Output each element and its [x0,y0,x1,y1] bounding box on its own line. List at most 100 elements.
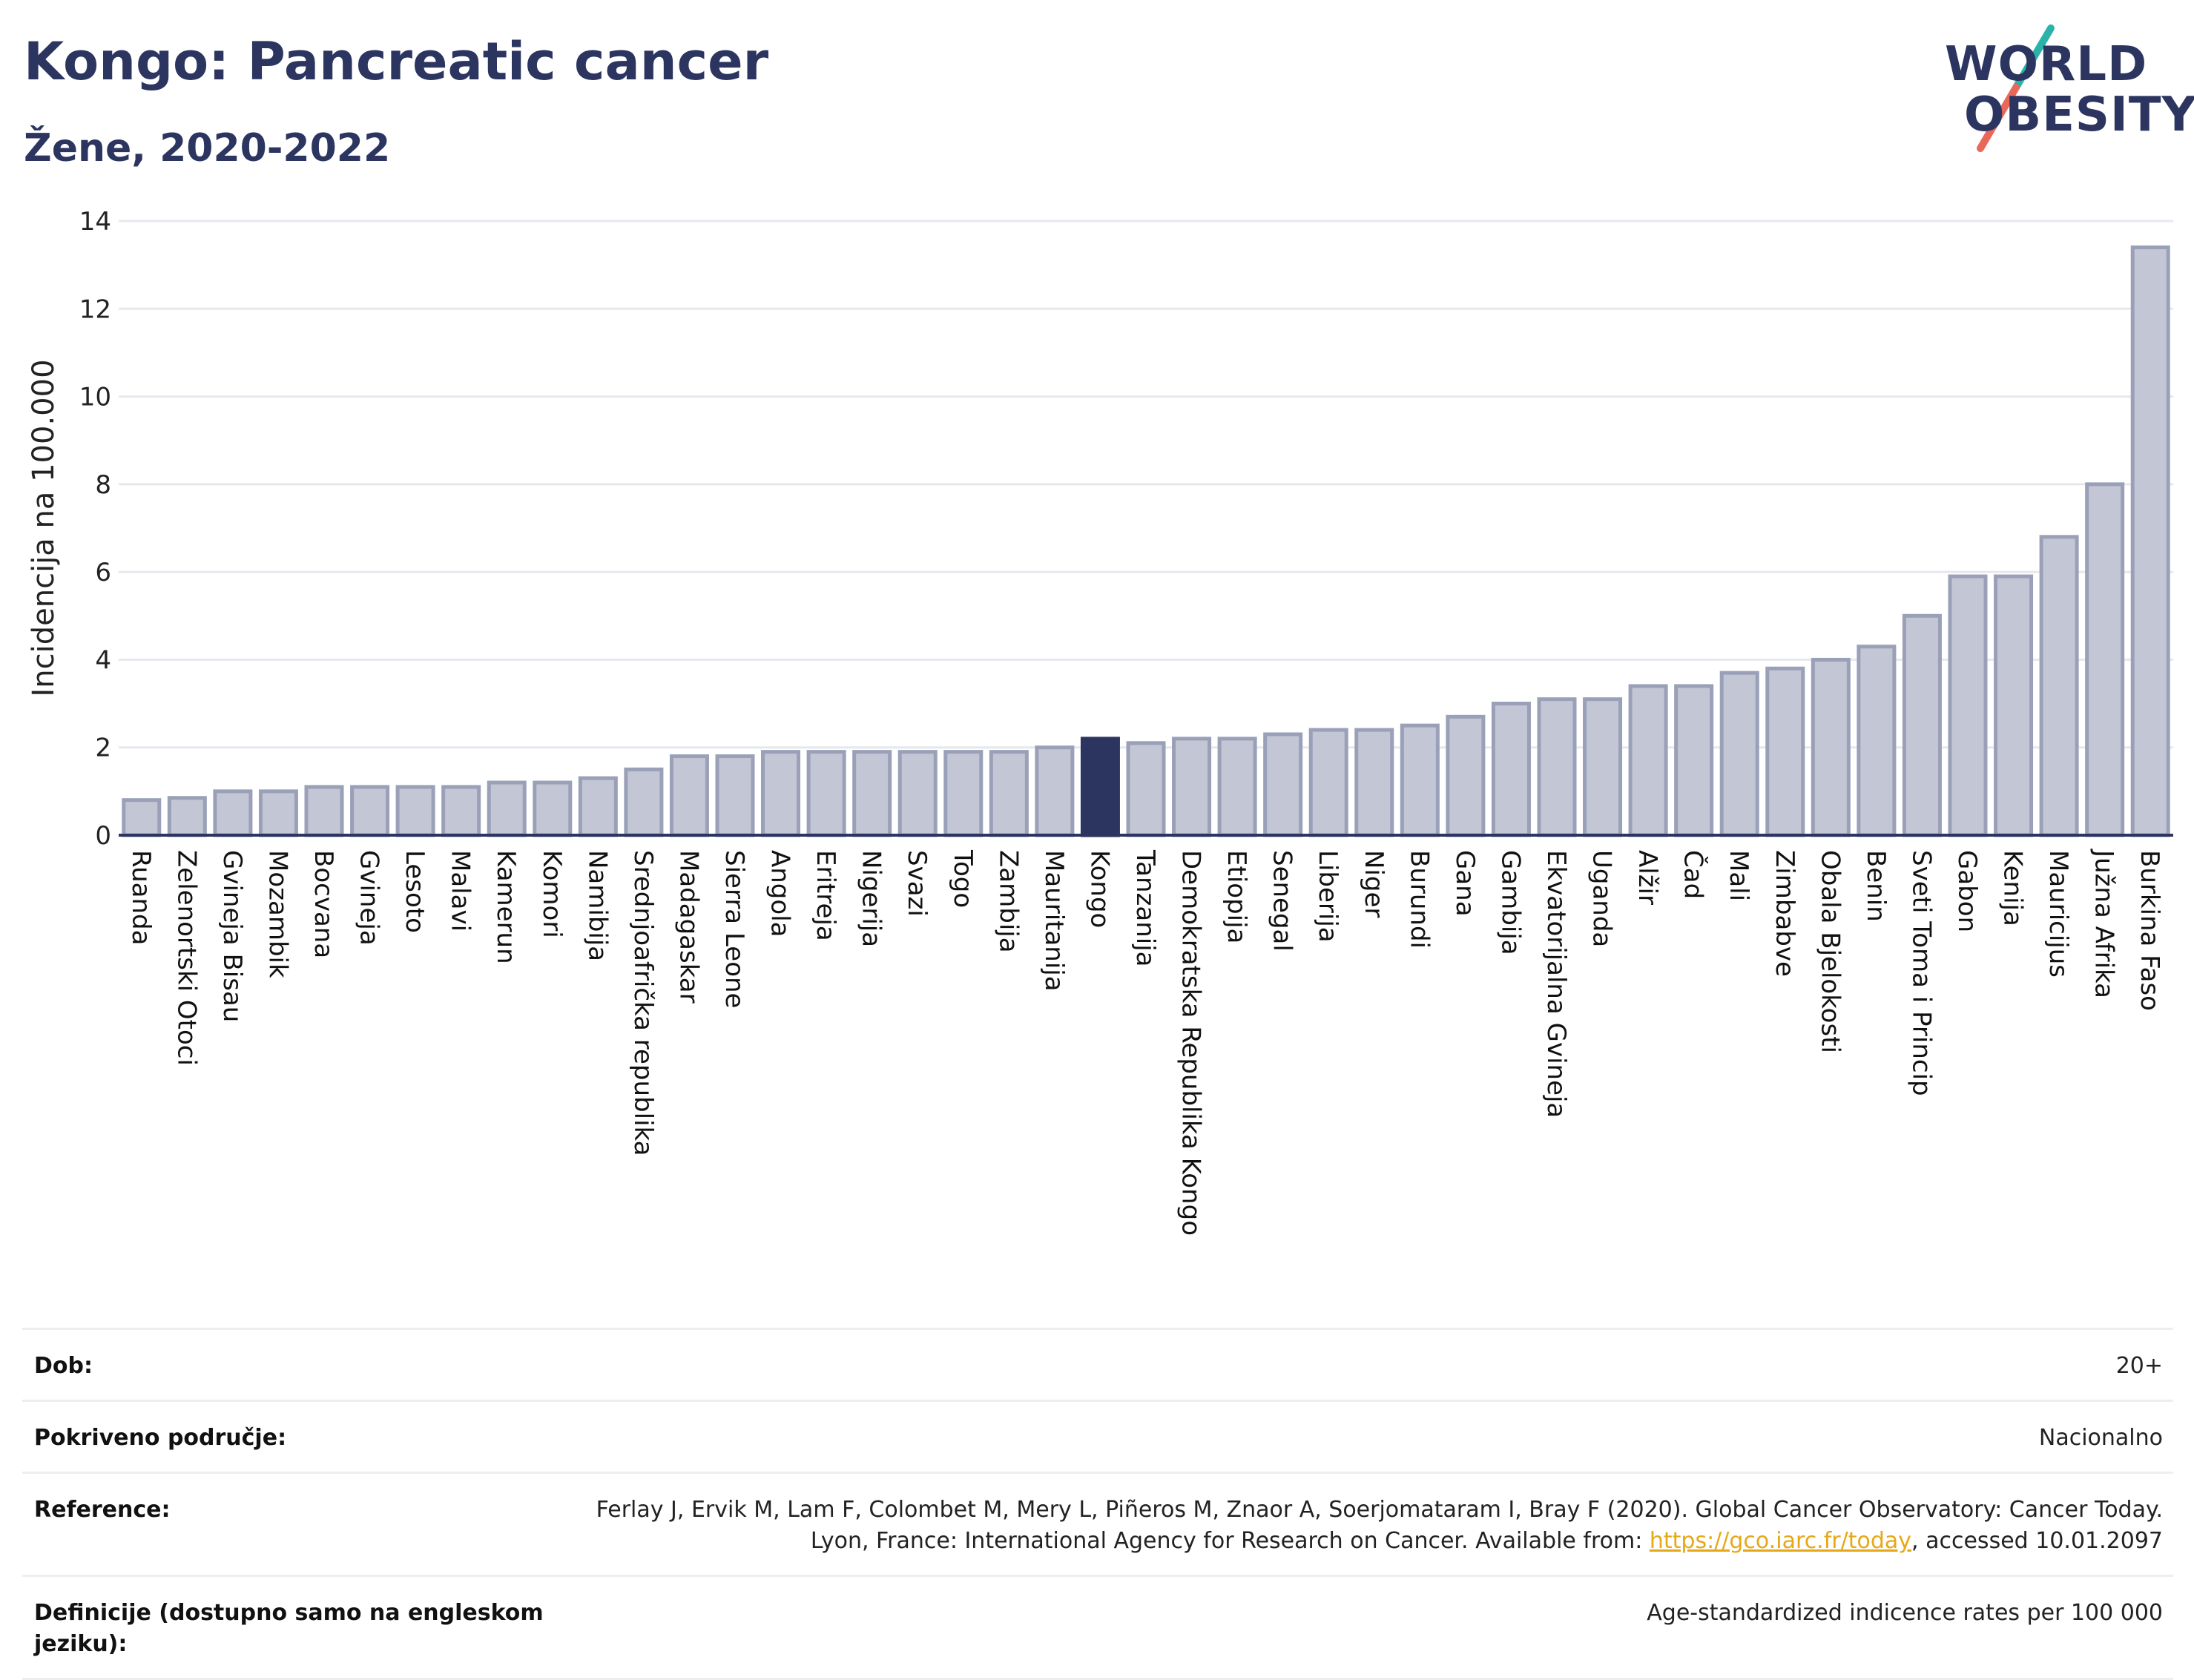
bar [1400,723,1440,837]
bar [1994,574,2034,837]
x-tick-label: Zelenortski Otoci [171,850,201,1066]
bar [1126,741,1166,837]
bar [350,785,390,837]
x-tick-label: Demokratska Republika Kongo [1176,850,1206,1236]
y-axis-label: Incidencija na 100.000 [27,359,61,696]
x-tick-label: Mauricijus [2043,850,2073,978]
x-tick-label: Uganda [1587,850,1617,947]
page-subtitle: Žene, 2020-2022 [24,126,391,171]
bar [1902,613,1942,837]
x-tick-label: Ekvatorijalna Gvineja [1541,850,1571,1118]
y-tick-label: 8 [95,470,111,500]
bar [852,750,892,837]
bar [1491,702,1531,837]
y-tick-label: 14 [79,207,111,237]
x-tick-label: Tanzanija [1130,849,1160,966]
info-row-age: Dob: 20+ [22,1328,2173,1400]
x-tick-label: Namibija [582,850,612,961]
x-tick-label: Čad [1679,850,1709,899]
bar [806,750,846,837]
bar [669,754,709,837]
x-tick-label: Lesoto [400,850,429,933]
reference-accessed: , accessed 10.01.2097 [1911,1528,2163,1554]
info-row-definitions: Definicije (dostupno samo na engleskom j… [22,1575,2173,1680]
y-tick-label: 2 [95,734,111,763]
x-tick-label: Komori [537,850,567,938]
x-tick-label: Togo [948,849,978,908]
bar [395,785,435,837]
bar [1948,574,1988,837]
bar [1674,684,1714,837]
page-title: Kongo: Pancreatic cancer [24,31,769,92]
bar [1263,732,1303,837]
x-tick-label: Etiopija [1222,850,1251,943]
bar [487,780,527,837]
x-tick-label: Srednjoafrička republika [628,850,658,1156]
x-tick-label: Kongo [1084,850,1114,928]
info-row-reference: Reference: Ferlay J, Ervik M, Lam F, Col… [22,1472,2173,1575]
y-tick-label: 4 [95,645,111,675]
x-tick-label: Zambija [993,850,1023,953]
bar [1217,737,1257,837]
bar [1811,657,1851,837]
x-tick-label: Gambija [1495,850,1525,955]
bar [1172,737,1212,837]
logo-text-world: WORLD [1945,37,2148,92]
y-tick-label: 12 [79,294,111,324]
bar [1354,728,1394,837]
x-tick-label: Sveti Toma i Princip [1906,850,1936,1096]
x-tick-label: Gabon [1952,850,1982,932]
bar [167,796,207,837]
bar [624,767,664,837]
logo-slash-icon [1977,24,2055,152]
info-label: Reference: [34,1497,171,1523]
x-tick-label: Gana [1450,850,1480,917]
bar [989,750,1029,837]
y-tick-label: 10 [79,383,111,412]
bar [1765,666,1805,837]
info-value: Age-standardized indicence rates per 100… [1647,1600,2163,1626]
bar [943,750,984,837]
bar [761,750,801,837]
bar [1308,728,1348,837]
x-tick-label: Obala Bjelokosti [1815,850,1845,1053]
x-tick-label: Gvineja [355,850,384,946]
x-tick-label: Mozambik [263,850,292,978]
y-tick-label: 0 [95,821,111,851]
logo-text-obesity: OBESITY [1964,88,2194,142]
x-tick-label: Malavi [446,850,475,932]
x-tick-label: Eritreja [811,850,840,941]
bar [1446,714,1486,837]
bar [122,798,162,837]
x-tick-label: Kenija [1998,850,2028,926]
x-tick-label: Bocvana [309,850,338,958]
bar [1080,737,1120,837]
x-tick-label: Gvineja Bisau [217,850,247,1022]
bar [258,789,298,837]
x-tick-label: Madagaskar [673,850,703,1004]
reference-link[interactable]: https://gco.iarc.fr/today [1649,1528,1912,1554]
info-value: Nacionalno [2038,1425,2163,1451]
info-label: Dob: [34,1353,93,1379]
bar [2130,245,2170,837]
x-tick-label: Niger [1359,850,1388,918]
x-tick-label: Burundi [1404,850,1434,949]
x-tick-label: Mali [1724,850,1753,901]
x-tick-label: Nigerija [857,850,886,947]
info-value: Ferlay J, Ervik M, Lam F, Colombet M, Me… [568,1495,2163,1557]
x-tick-label: Južna Afrika [2089,849,2119,998]
x-tick-label: Benin [1861,850,1891,922]
bar [1857,645,1897,837]
info-row-coverage: Pokriveno područje: Nacionalno [22,1400,2173,1472]
bar [578,776,618,837]
bar [1719,671,1759,837]
x-tick-label: Mauritanija [1039,850,1069,992]
bar [1537,697,1577,837]
bar [441,785,481,837]
bar [533,780,573,837]
info-table: Dob: 20+ Pokriveno područje: Nacionalno … [22,1328,2173,1680]
x-tick-label: Angola [765,850,795,937]
bar [1035,745,1075,837]
bar [1628,684,1668,837]
x-tick-label: Ruanda [126,850,156,945]
